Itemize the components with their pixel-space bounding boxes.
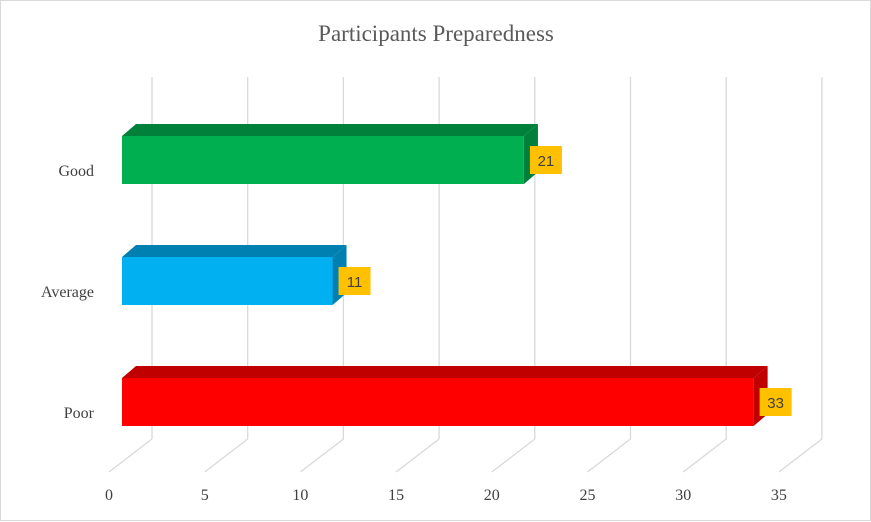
floor-gridline [491, 438, 536, 473]
data-label-box [338, 267, 371, 295]
bar-top-face [122, 124, 538, 136]
floor-gridline [300, 438, 344, 473]
x-tick-label: 25 [580, 487, 596, 504]
floor-gridline [204, 438, 249, 473]
x-tick-label: 15 [388, 487, 404, 504]
floor-gridline [778, 438, 823, 473]
chart-title: Participants Preparedness [318, 21, 554, 46]
bars-group: 21 11 33 [122, 124, 792, 426]
floor-gridline [395, 438, 440, 473]
floor-gridline [682, 438, 727, 473]
x-tick-label: 20 [484, 487, 500, 504]
bar-top-face [122, 245, 347, 257]
bar-top-face [122, 366, 768, 378]
data-label-box [759, 388, 792, 416]
category-labels: Good Average Poor [41, 163, 95, 422]
floor-gridline [587, 438, 631, 473]
category-label: Poor [64, 405, 95, 422]
bar [122, 378, 754, 426]
category-label: Average [41, 284, 94, 301]
category-label: Good [58, 163, 94, 180]
data-label: 11 [347, 274, 363, 291]
x-tick-label: 0 [105, 487, 113, 504]
x-tick-label: 5 [201, 487, 209, 504]
bar [122, 257, 333, 305]
bar [122, 136, 524, 184]
x-tick-label: 10 [292, 487, 308, 504]
x-tick-label: 30 [675, 487, 691, 504]
x-tick-labels: 0 5 10 15 20 25 30 35 [105, 487, 787, 504]
data-label: 33 [767, 395, 784, 412]
data-label-box [529, 146, 562, 174]
floor-gridline [108, 438, 153, 473]
data-label: 21 [538, 153, 555, 170]
x-tick-label: 35 [771, 487, 787, 504]
